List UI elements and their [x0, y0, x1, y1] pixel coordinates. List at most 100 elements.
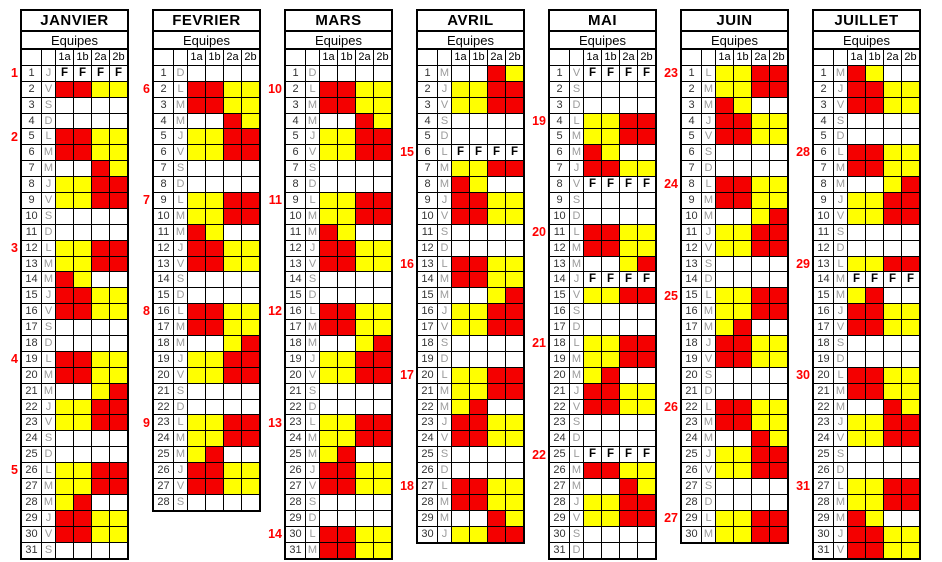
shift-cell[interactable]	[320, 415, 337, 431]
shift-cell[interactable]	[56, 113, 73, 129]
shift-cell[interactable]	[584, 383, 601, 399]
shift-cell[interactable]	[602, 479, 619, 494]
shift-cell[interactable]	[92, 336, 109, 351]
shift-cell[interactable]	[470, 113, 487, 129]
shift-cell[interactable]	[470, 336, 487, 351]
shift-cell[interactable]	[506, 224, 523, 240]
shift-cell[interactable]	[620, 161, 637, 177]
shift-cell[interactable]	[374, 145, 391, 161]
shift-cell[interactable]	[224, 304, 241, 320]
shift-cell[interactable]	[638, 97, 655, 113]
shift-cell[interactable]	[866, 224, 883, 240]
shift-cell[interactable]	[602, 351, 619, 367]
shift-cell[interactable]	[110, 113, 127, 129]
shift-cell[interactable]	[452, 288, 469, 304]
shift-cell[interactable]	[338, 526, 355, 542]
shift-cell[interactable]	[338, 463, 355, 479]
shift-cell[interactable]	[584, 129, 601, 145]
shift-cell[interactable]	[602, 320, 619, 336]
shift-cell[interactable]	[224, 288, 241, 304]
shift-cell[interactable]	[92, 479, 109, 494]
shift-cell[interactable]	[224, 81, 241, 97]
shift-cell[interactable]	[752, 161, 769, 177]
shift-cell[interactable]	[506, 399, 523, 415]
shift-cell[interactable]	[374, 399, 391, 415]
shift-cell[interactable]	[110, 479, 127, 494]
shift-cell[interactable]	[224, 272, 241, 288]
shift-cell[interactable]	[506, 240, 523, 256]
shift-cell[interactable]	[470, 415, 487, 431]
shift-cell[interactable]	[884, 288, 901, 304]
shift-cell[interactable]	[56, 256, 73, 272]
shift-cell[interactable]	[224, 383, 241, 399]
shift-cell[interactable]	[470, 161, 487, 177]
shift-cell[interactable]	[356, 240, 373, 256]
shift-cell[interactable]	[92, 415, 109, 431]
shift-cell[interactable]	[584, 351, 601, 367]
shift-cell[interactable]	[752, 224, 769, 240]
shift-cell[interactable]	[452, 240, 469, 256]
shift-cell[interactable]	[320, 526, 337, 542]
shift-cell[interactable]	[74, 272, 91, 288]
shift-cell[interactable]	[620, 208, 637, 224]
shift-cell[interactable]	[374, 81, 391, 97]
shift-cell[interactable]	[866, 479, 883, 494]
shift-cell[interactable]	[242, 208, 259, 224]
shift-cell[interactable]	[506, 494, 523, 510]
shift-cell[interactable]	[338, 161, 355, 177]
shift-cell[interactable]	[866, 97, 883, 113]
shift-cell[interactable]	[56, 510, 73, 526]
shift-cell[interactable]	[374, 65, 391, 81]
shift-cell[interactable]	[242, 431, 259, 447]
shift-cell[interactable]	[506, 288, 523, 304]
shift-cell[interactable]	[56, 177, 73, 193]
shift-cell[interactable]	[716, 81, 733, 97]
shift-cell[interactable]	[902, 161, 919, 177]
shift-cell[interactable]	[188, 399, 205, 415]
shift-cell[interactable]	[374, 431, 391, 447]
shift-cell[interactable]	[902, 447, 919, 463]
shift-cell[interactable]	[338, 145, 355, 161]
shift-cell[interactable]	[848, 304, 865, 320]
shift-cell[interactable]	[110, 97, 127, 113]
shift-cell[interactable]	[866, 367, 883, 383]
shift-cell[interactable]	[584, 336, 601, 351]
shift-cell[interactable]	[506, 431, 523, 447]
shift-cell[interactable]	[224, 367, 241, 383]
shift-cell[interactable]	[56, 431, 73, 447]
shift-cell[interactable]	[884, 463, 901, 479]
shift-cell[interactable]	[506, 367, 523, 383]
shift-cell[interactable]	[110, 240, 127, 256]
shift-cell[interactable]	[734, 208, 751, 224]
shift-cell[interactable]	[320, 208, 337, 224]
shift-cell[interactable]	[320, 129, 337, 145]
shift-cell[interactable]	[356, 542, 373, 558]
shift-cell[interactable]	[338, 81, 355, 97]
shift-cell[interactable]	[716, 383, 733, 399]
shift-cell[interactable]	[452, 447, 469, 463]
shift-cell[interactable]	[74, 304, 91, 320]
shift-cell[interactable]	[74, 542, 91, 558]
shift-cell[interactable]	[734, 113, 751, 129]
shift-cell[interactable]	[620, 542, 637, 558]
shift-cell[interactable]	[74, 224, 91, 240]
shift-cell[interactable]	[866, 336, 883, 351]
shift-cell[interactable]	[866, 351, 883, 367]
shift-cell[interactable]	[338, 193, 355, 208]
shift-cell[interactable]	[866, 288, 883, 304]
shift-cell[interactable]	[770, 510, 787, 526]
shift-cell[interactable]	[224, 177, 241, 193]
shift-cell[interactable]	[716, 97, 733, 113]
shift-cell[interactable]	[734, 479, 751, 494]
shift-cell[interactable]	[716, 224, 733, 240]
holiday-cell[interactable]: F	[638, 272, 655, 288]
shift-cell[interactable]	[356, 113, 373, 129]
shift-cell[interactable]	[734, 272, 751, 288]
shift-cell[interactable]	[902, 113, 919, 129]
holiday-cell[interactable]: F	[92, 65, 109, 81]
shift-cell[interactable]	[74, 336, 91, 351]
shift-cell[interactable]	[374, 542, 391, 558]
shift-cell[interactable]	[92, 383, 109, 399]
shift-cell[interactable]	[206, 447, 223, 463]
shift-cell[interactable]	[320, 494, 337, 510]
